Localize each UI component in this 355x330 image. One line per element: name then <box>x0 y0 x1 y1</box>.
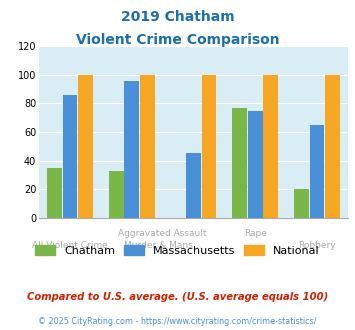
Text: © 2025 CityRating.com - https://www.cityrating.com/crime-statistics/: © 2025 CityRating.com - https://www.city… <box>38 317 317 326</box>
Text: Murder & Mans...: Murder & Mans... <box>124 241 201 250</box>
Bar <box>325 75 340 218</box>
Bar <box>140 75 154 218</box>
Bar <box>310 125 324 218</box>
Text: Aggravated Assault: Aggravated Assault <box>118 229 207 238</box>
Text: Compared to U.S. average. (U.S. average equals 100): Compared to U.S. average. (U.S. average … <box>27 292 328 302</box>
Text: Rape: Rape <box>244 229 267 238</box>
Bar <box>294 189 309 218</box>
Bar <box>202 75 216 218</box>
Bar <box>78 75 93 218</box>
Bar <box>248 111 263 218</box>
Text: All Violent Crime: All Violent Crime <box>32 241 108 250</box>
Bar <box>186 153 201 218</box>
Bar <box>62 95 77 218</box>
Text: Robbery: Robbery <box>298 241 336 250</box>
Bar <box>47 168 62 218</box>
Bar <box>124 81 139 218</box>
Bar <box>233 108 247 218</box>
Legend: Chatham, Massachusetts, National: Chatham, Massachusetts, National <box>31 241 324 260</box>
Text: Violent Crime Comparison: Violent Crime Comparison <box>76 33 279 47</box>
Bar <box>263 75 278 218</box>
Text: 2019 Chatham: 2019 Chatham <box>121 10 234 24</box>
Bar <box>109 171 124 218</box>
